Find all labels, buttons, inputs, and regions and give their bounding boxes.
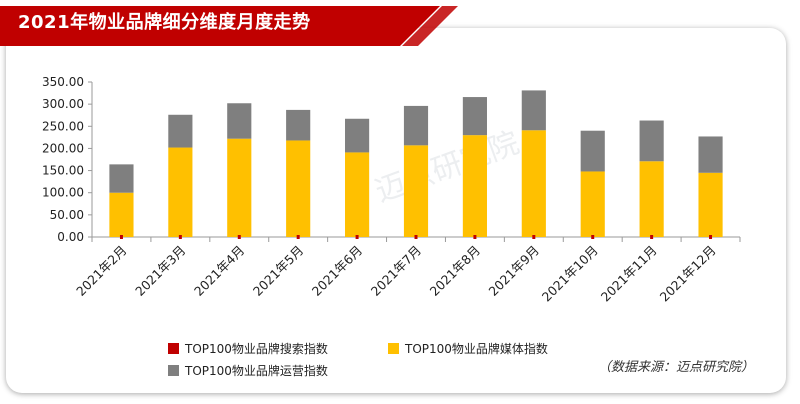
legend-label-search: TOP100物业品牌搜索指数 bbox=[185, 342, 328, 356]
bar-operation bbox=[286, 109, 311, 141]
source-note: （数据来源：迈点研究院） bbox=[598, 360, 755, 375]
bar-media bbox=[109, 192, 134, 237]
bar-media bbox=[462, 135, 487, 237]
bar-operation bbox=[462, 97, 487, 136]
y-tick-label: 100.00 bbox=[42, 186, 84, 200]
bar-media bbox=[286, 140, 311, 237]
bar-media bbox=[403, 145, 429, 237]
bar-layer bbox=[109, 90, 723, 239]
y-tick-label: 0.00 bbox=[57, 230, 84, 244]
x-tick-label: 2021年9月 bbox=[486, 243, 542, 299]
title-banner-accent bbox=[402, 6, 458, 46]
bar-search-marker bbox=[709, 235, 713, 239]
bar-operation bbox=[168, 114, 193, 148]
bar-media bbox=[580, 171, 605, 237]
bar-operation bbox=[521, 90, 546, 131]
bar-search-marker bbox=[296, 235, 300, 239]
bar-search-marker bbox=[355, 235, 359, 239]
bar-operation bbox=[580, 130, 605, 172]
bar-operation bbox=[639, 120, 664, 162]
chart-title: 2021年物业品牌细分维度月度走势 bbox=[18, 12, 311, 33]
bar-search-marker bbox=[237, 235, 241, 239]
legend-label-media: TOP100物业品牌媒体指数 bbox=[405, 342, 548, 356]
legend-label-operation: TOP100物业品牌运营指数 bbox=[185, 364, 328, 378]
bar-operation bbox=[403, 105, 429, 146]
x-tick-label: 2021年7月 bbox=[368, 243, 424, 299]
legend-swatch-operation bbox=[168, 365, 179, 376]
y-tick-label: 50.00 bbox=[50, 208, 84, 222]
bar-operation bbox=[227, 103, 252, 139]
y-tick-label: 300.00 bbox=[42, 97, 84, 111]
x-tick-label: 2021年12月 bbox=[657, 243, 719, 305]
legend-swatch-media bbox=[388, 343, 399, 354]
bar-operation bbox=[109, 164, 134, 193]
bar-operation bbox=[345, 118, 370, 153]
x-tick-label: 2021年11月 bbox=[598, 243, 660, 305]
y-tick-label: 350.00 bbox=[42, 75, 84, 89]
bar-media bbox=[345, 152, 370, 237]
x-tick-label: 2021年4月 bbox=[191, 243, 247, 299]
x-tick-label: 2021年2月 bbox=[73, 243, 129, 299]
x-tick-label: 2021年5月 bbox=[250, 243, 306, 299]
x-tick-label: 2021年8月 bbox=[427, 243, 483, 299]
x-tick-label: 2021年6月 bbox=[309, 243, 365, 299]
y-tick-label: 150.00 bbox=[42, 164, 84, 178]
bar-search-marker bbox=[473, 235, 477, 239]
bar-search-marker bbox=[591, 235, 595, 239]
bar-media bbox=[521, 130, 546, 237]
bar-media bbox=[227, 138, 252, 237]
bar-search-marker bbox=[178, 235, 182, 239]
bar-media bbox=[698, 172, 723, 237]
bar-search-marker bbox=[532, 235, 536, 239]
bar-operation bbox=[698, 136, 723, 173]
bar-media bbox=[639, 161, 664, 237]
x-tick-label: 2021年10月 bbox=[539, 243, 601, 305]
bar-search-marker bbox=[650, 235, 654, 239]
watermark-text: 迈点研究院 bbox=[371, 125, 524, 209]
legend-item-media: TOP100物业品牌媒体指数 bbox=[388, 340, 548, 357]
legend-swatch-search bbox=[168, 343, 179, 354]
bar-media bbox=[168, 147, 193, 237]
legend-item-operation: TOP100物业品牌运营指数 bbox=[168, 362, 328, 379]
bar-search-marker bbox=[119, 235, 123, 239]
bar-search-marker bbox=[414, 235, 418, 239]
legend-item-search: TOP100物业品牌搜索指数 bbox=[168, 340, 328, 357]
x-tick-label: 2021年3月 bbox=[132, 243, 188, 299]
y-tick-label: 250.00 bbox=[42, 119, 84, 133]
y-tick-label: 200.00 bbox=[42, 141, 84, 155]
title-banner-shape bbox=[0, 6, 440, 46]
